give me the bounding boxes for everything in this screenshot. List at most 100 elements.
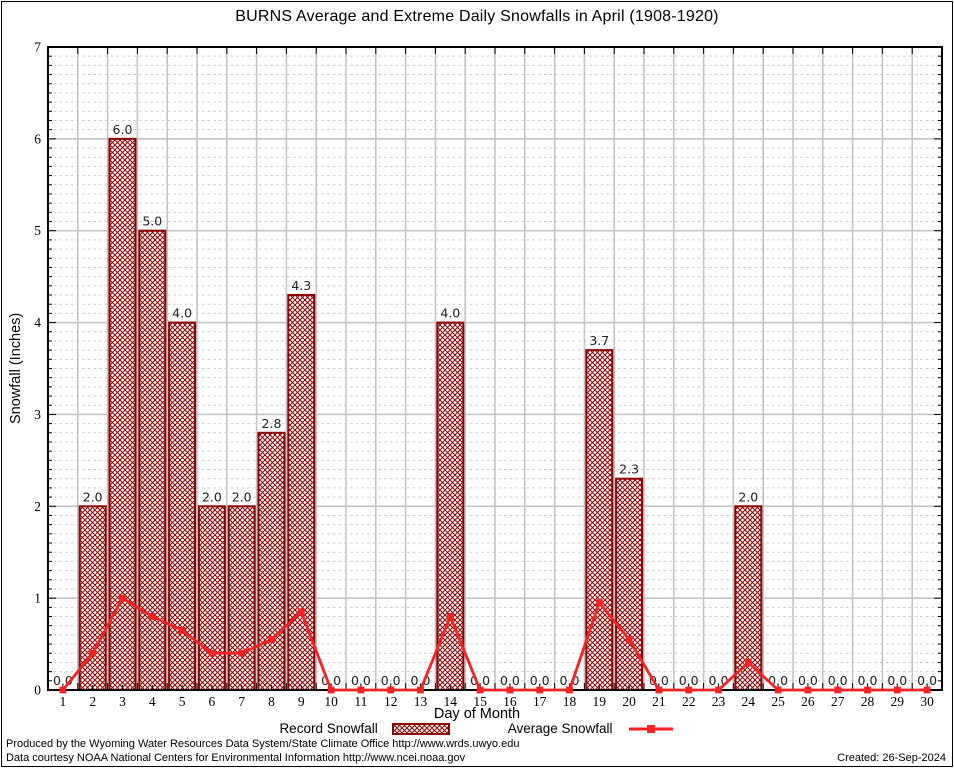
- x-tick-label: 14: [444, 694, 458, 709]
- record-snowfall-bar: [436, 321, 465, 691]
- x-tick-label: 6: [209, 694, 216, 709]
- record-snowfall-bar: [585, 349, 614, 691]
- average-snowfall-point: [566, 686, 573, 694]
- y-tick-label: 6: [34, 131, 41, 146]
- average-snowfall-point: [923, 686, 931, 694]
- average-snowfall-point: [595, 599, 603, 607]
- x-tick-label: 21: [652, 694, 666, 709]
- bar-value-label: 6.0: [113, 122, 133, 137]
- record-snowfall-swatch-icon: [391, 722, 450, 735]
- average-snowfall-point: [148, 613, 156, 620]
- y-tick-label: 4: [34, 315, 41, 330]
- x-axis-title: Day of Month: [433, 706, 521, 722]
- x-tick-label: 10: [324, 694, 338, 709]
- average-snowfall-point: [655, 686, 663, 694]
- y-tick-label: 3: [34, 407, 41, 422]
- x-tick-label: 17: [533, 694, 547, 709]
- bar-value-label: 4.0: [440, 306, 460, 321]
- bar-value-label: 2.3: [619, 462, 639, 477]
- average-snowfall-point: [625, 636, 633, 643]
- average-snowfall-point: [208, 649, 216, 657]
- bar-value-label: 0.0: [887, 673, 907, 688]
- bar-value-label: 5.0: [142, 214, 162, 229]
- bar-value-label: 2.0: [232, 489, 252, 504]
- y-tick-label: 1: [34, 591, 41, 606]
- record-snowfall-bar: [287, 294, 316, 691]
- bar-value-label: 0.0: [917, 673, 937, 688]
- footer-created-date: Created: 26-Sep-2024: [837, 752, 946, 764]
- average-snowfall-point: [893, 686, 901, 694]
- bar-value-label: 0.0: [351, 673, 371, 688]
- x-tick-label: 2: [89, 694, 96, 709]
- record-snowfall-bar: [227, 505, 256, 691]
- average-snowfall-point: [178, 626, 186, 634]
- record-snowfall-bar: [197, 505, 226, 691]
- average-snowfall-point: [774, 686, 782, 694]
- footer-data-courtesy: Data courtesy NOAA National Centers for …: [6, 752, 466, 764]
- y-tick-label: 0: [34, 683, 41, 698]
- record-snowfall-bar: [257, 431, 286, 691]
- x-tick-label: 26: [801, 694, 815, 709]
- bar-value-label: 0.0: [500, 673, 520, 688]
- average-snowfall-point: [476, 686, 484, 694]
- footer-row: Data courtesy NOAA National Centers for …: [6, 752, 946, 764]
- average-snowfall-point: [357, 686, 365, 694]
- x-tick-label: 11: [354, 694, 367, 709]
- x-tick-label: 3: [119, 694, 126, 709]
- chart-title: BURNS Average and Extreme Daily Snowfall…: [235, 8, 719, 25]
- bar-value-label: 4.0: [172, 306, 192, 321]
- x-tick-label: 30: [920, 694, 934, 709]
- average-snowfall-line: [61, 596, 928, 692]
- x-tick-label: 16: [503, 694, 517, 709]
- bar-value-label: 2.0: [738, 489, 758, 504]
- x-tick-label: 5: [179, 694, 186, 709]
- x-tick-label: 18: [563, 694, 577, 709]
- bar-value-label: 0.0: [530, 673, 550, 688]
- bar-value-label: 2.8: [262, 416, 282, 431]
- x-tick-label: 7: [238, 694, 245, 709]
- y-tick-label: 7: [34, 40, 41, 55]
- x-tick-label: 13: [414, 694, 428, 709]
- x-tick-label: 9: [298, 694, 305, 709]
- average-snowfall-point: [715, 686, 722, 694]
- bar-value-label: 3.7: [589, 333, 609, 348]
- x-tick-label: 27: [831, 694, 845, 709]
- x-tick-label: 29: [891, 694, 905, 709]
- average-snowfall-point: [744, 659, 752, 666]
- x-tick-label: 20: [622, 694, 636, 709]
- average-snowfall-point: [59, 686, 67, 694]
- y-tick-label: 2: [34, 499, 41, 514]
- x-tick-label: 25: [771, 694, 785, 709]
- average-snowfall-point: [297, 608, 305, 616]
- legend-record-label: Record Snowfall: [279, 721, 378, 736]
- average-snowfall-point: [89, 649, 97, 657]
- plot-area: 0.0 2.0 6.0 5.0 4.0 2.0 2.0 2.8 4.3 0.0 0.0 0.0 0.0 4…: [34, 40, 943, 709]
- average-snowfall-point: [238, 649, 246, 657]
- average-snowfall-point: [119, 594, 126, 602]
- average-snowfall-point: [506, 686, 514, 694]
- footer-produced-by: Produced by the Wyoming Water Resources …: [6, 738, 520, 750]
- x-tick-label: 24: [742, 694, 756, 709]
- bar-value-label: 0.0: [381, 673, 401, 688]
- x-tick-label: 4: [149, 694, 156, 709]
- legend-average-label: Average Snowfall: [507, 721, 613, 736]
- record-snowfall-bar: [108, 137, 137, 692]
- x-tick-label: 19: [593, 694, 607, 709]
- x-tick-label: 15: [473, 694, 487, 709]
- average-snowfall-point: [446, 613, 454, 620]
- bar-value-label: 0.0: [858, 673, 878, 688]
- average-snowfall-point: [804, 686, 812, 694]
- x-tick-label: 23: [712, 694, 726, 709]
- x-tick-label: 28: [861, 694, 875, 709]
- average-snowfall-point: [387, 686, 395, 694]
- bar-value-label: 0.0: [679, 673, 699, 688]
- record-snowfall-bar: [615, 477, 644, 691]
- bar-value-label: 2.0: [202, 489, 222, 504]
- average-snowfall-point: [864, 686, 871, 694]
- bar-value-label: 4.3: [291, 278, 311, 293]
- legend: Record Snowfall Average Snowfall: [0, 721, 954, 736]
- average-snowfall-point: [834, 686, 842, 694]
- average-snowfall-point: [268, 636, 275, 643]
- bar-value-label: 0.0: [798, 673, 818, 688]
- average-snowfall-point: [536, 686, 544, 694]
